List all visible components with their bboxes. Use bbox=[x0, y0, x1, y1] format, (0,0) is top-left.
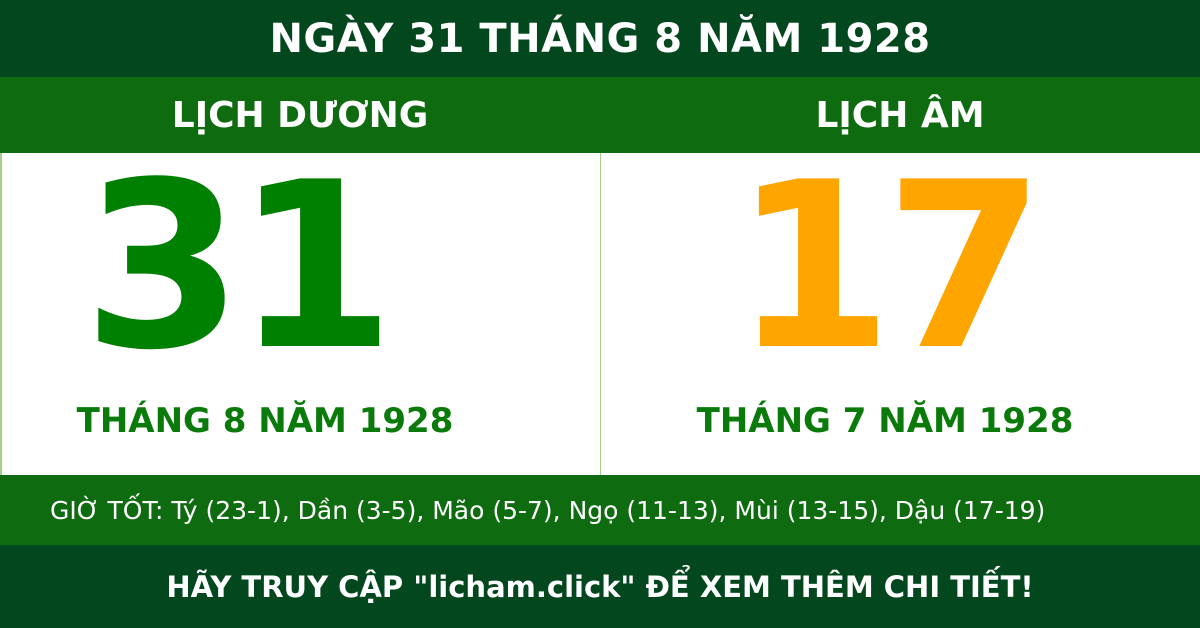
good-hours: GIỜ TỐT: Tý (23-1), Dần (3-5), Mão (5-7)… bbox=[0, 475, 1200, 545]
solar-calendar-label: LỊCH DƯƠNG bbox=[171, 94, 429, 136]
solar-month-year: THÁNG 8 NĂM 1928 bbox=[76, 401, 454, 441]
calendar-header: LỊCH DƯƠNG LỊCH ÂM bbox=[0, 77, 1200, 153]
lunar-day: 17 bbox=[732, 134, 1045, 401]
solar-day: 31 bbox=[82, 134, 395, 401]
column-divider bbox=[600, 153, 601, 475]
lunar-calendar-label: LỊCH ÂM bbox=[815, 94, 985, 136]
lunar-month-year: THÁNG 7 NĂM 1928 bbox=[696, 401, 1074, 441]
page-title: NGÀY 31 THÁNG 8 NĂM 1928 bbox=[0, 0, 1200, 77]
solar-column: 31 THÁNG 8 NĂM 1928 bbox=[0, 153, 535, 475]
footer-cta: HÃY TRUY CẬP "licham.click" ĐỂ XEM THÊM … bbox=[0, 545, 1200, 628]
lunar-column: 17 THÁNG 7 NĂM 1928 bbox=[585, 153, 1185, 475]
